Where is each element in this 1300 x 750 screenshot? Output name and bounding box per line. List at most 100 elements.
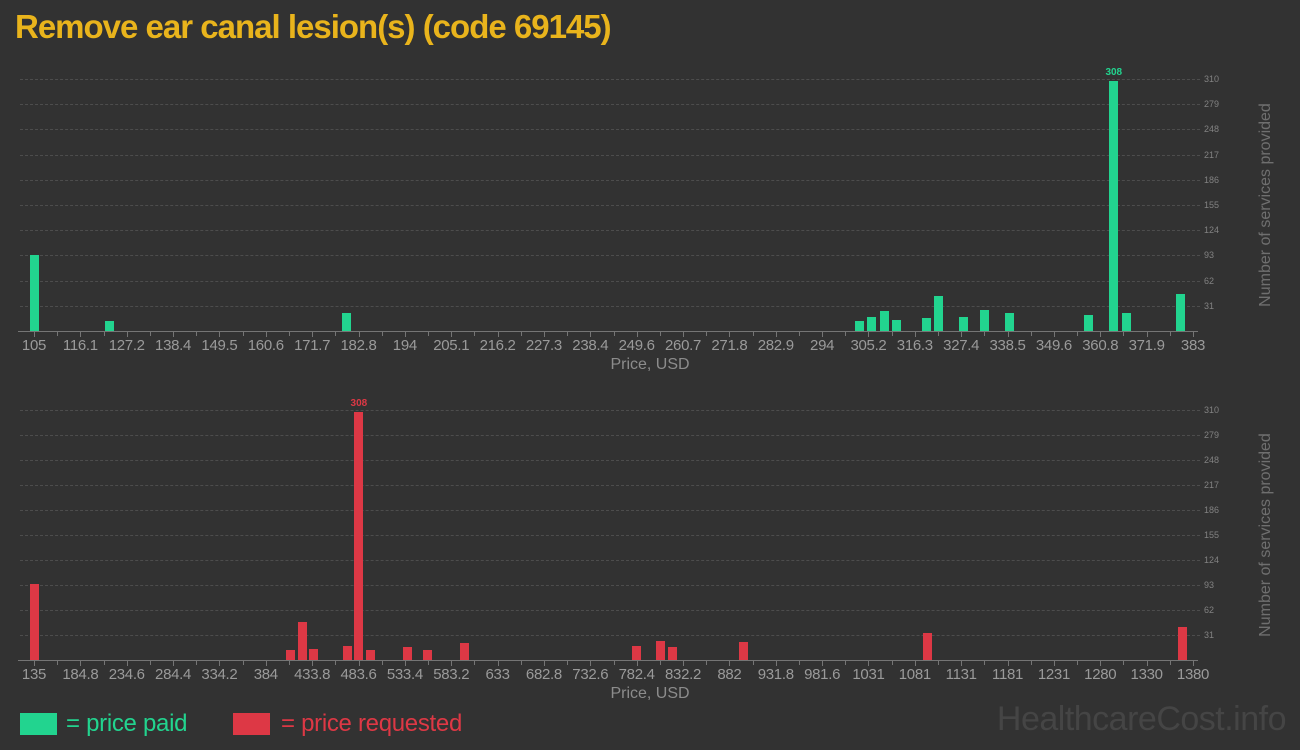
x-minor-tick: [706, 661, 708, 665]
bar: [297, 622, 307, 660]
x-tick-label: 305.2: [850, 337, 887, 354]
x-tick: [404, 332, 406, 337]
y-tick-label: 248: [1204, 124, 1220, 135]
x-tick-label: 160.6: [247, 337, 284, 354]
bar-value-label: 308: [1105, 66, 1123, 78]
x-minor-tick: [1077, 661, 1079, 665]
gridline: [20, 154, 1200, 156]
x-tick: [636, 332, 638, 337]
x-minor-tick: [938, 332, 940, 336]
y-tick-label: 31: [1204, 630, 1215, 640]
y-tick-label: 217: [1204, 480, 1220, 491]
bar: [1109, 80, 1119, 331]
x-tick: [265, 661, 267, 666]
bar: [1121, 313, 1131, 331]
x-tick: [543, 661, 545, 666]
bar: [342, 313, 352, 331]
x-tick-label: 1330: [1130, 666, 1163, 683]
x-axis-line: [18, 660, 1198, 661]
x-minor-tick: [103, 332, 105, 336]
gridline: [20, 129, 1200, 131]
x-minor-tick: [1123, 661, 1125, 665]
x-tick-label: 433.8: [294, 666, 331, 683]
x-minor-tick: [288, 661, 290, 665]
x-tick: [729, 332, 731, 337]
y-tick-label: 124: [1204, 225, 1220, 236]
x-tick: [265, 332, 267, 337]
y-tick-label: 93: [1204, 580, 1215, 591]
x-tick: [219, 332, 221, 337]
x-tick-label: 732.6: [572, 666, 609, 683]
x-minor-tick: [57, 332, 59, 336]
gridline: [20, 410, 1200, 412]
x-tick: [868, 661, 870, 666]
bar: [631, 646, 641, 660]
bar: [354, 411, 364, 660]
x-tick: [312, 661, 314, 666]
x-tick-label: 782.4: [618, 666, 655, 683]
bar: [668, 647, 678, 660]
x-tick: [173, 332, 175, 337]
x-tick-label: 282.9: [757, 337, 794, 354]
x-tick: [126, 332, 128, 337]
x-tick: [543, 332, 545, 337]
x-tick-label: 227.3: [525, 337, 562, 354]
bar: [402, 647, 412, 660]
x-minor-tick: [1077, 332, 1079, 336]
x-tick-label: 194: [392, 337, 417, 354]
x-minor-tick: [335, 332, 337, 336]
bar: [1005, 313, 1015, 331]
x-tick-label: 371.9: [1128, 337, 1165, 354]
x-tick: [1193, 661, 1194, 666]
y-tick-label: 31: [1204, 300, 1215, 311]
bar: [738, 642, 748, 660]
y-tick-label: 248: [1204, 455, 1220, 466]
x-tick-label: 260.7: [665, 337, 702, 354]
x-minor-tick: [567, 661, 569, 665]
x-minor-tick: [57, 661, 59, 665]
gridline: [20, 610, 1200, 612]
x-tick: [775, 661, 777, 666]
bar: [29, 254, 39, 331]
x-tick: [80, 661, 82, 666]
x-tick-label: 360.8: [1082, 337, 1119, 354]
bar: [879, 310, 889, 331]
x-tick-label: 882: [717, 666, 742, 683]
x-tick-label: 249.6: [618, 337, 655, 354]
x-tick: [80, 332, 82, 337]
bar: [923, 633, 933, 660]
x-tick-label: 533.4: [386, 666, 423, 683]
bar: [892, 319, 902, 331]
x-tick: [1053, 661, 1055, 666]
x-tick: [404, 661, 406, 666]
y-tick-label: 93: [1204, 250, 1215, 261]
x-minor-tick: [706, 332, 708, 336]
x-tick: [636, 661, 638, 666]
x-axis-title-requested: Price, USD: [610, 685, 690, 702]
x-minor-tick: [752, 661, 754, 665]
bar: [285, 650, 295, 660]
y-tick-label: 155: [1204, 199, 1220, 210]
x-axis-line: [18, 331, 1198, 332]
x-tick: [590, 661, 592, 666]
x-tick-label: 171.7: [294, 337, 331, 354]
gridline: [20, 510, 1200, 512]
y-axis-title-requested: Number of services provided: [1257, 433, 1274, 637]
x-tick-label: 234.6: [108, 666, 145, 683]
gridline: [20, 204, 1200, 206]
x-tick-label: 316.3: [896, 337, 933, 354]
x-minor-tick: [428, 661, 430, 665]
x-tick-label: 116.1: [62, 337, 98, 354]
x-tick: [1100, 332, 1102, 337]
x-tick-label: 1231: [1037, 666, 1070, 683]
x-tick-label: 483.6: [340, 666, 377, 683]
bar-value-label: 308: [350, 397, 368, 409]
legend-label-paid: = price paid: [66, 710, 188, 737]
x-tick-label: 184.8: [62, 666, 99, 683]
x-minor-tick: [798, 332, 800, 336]
legend-swatch-paid-icon: [20, 713, 57, 735]
x-tick: [312, 332, 314, 337]
x-minor-tick: [613, 661, 615, 665]
x-tick-label: 349.6: [1035, 337, 1072, 354]
